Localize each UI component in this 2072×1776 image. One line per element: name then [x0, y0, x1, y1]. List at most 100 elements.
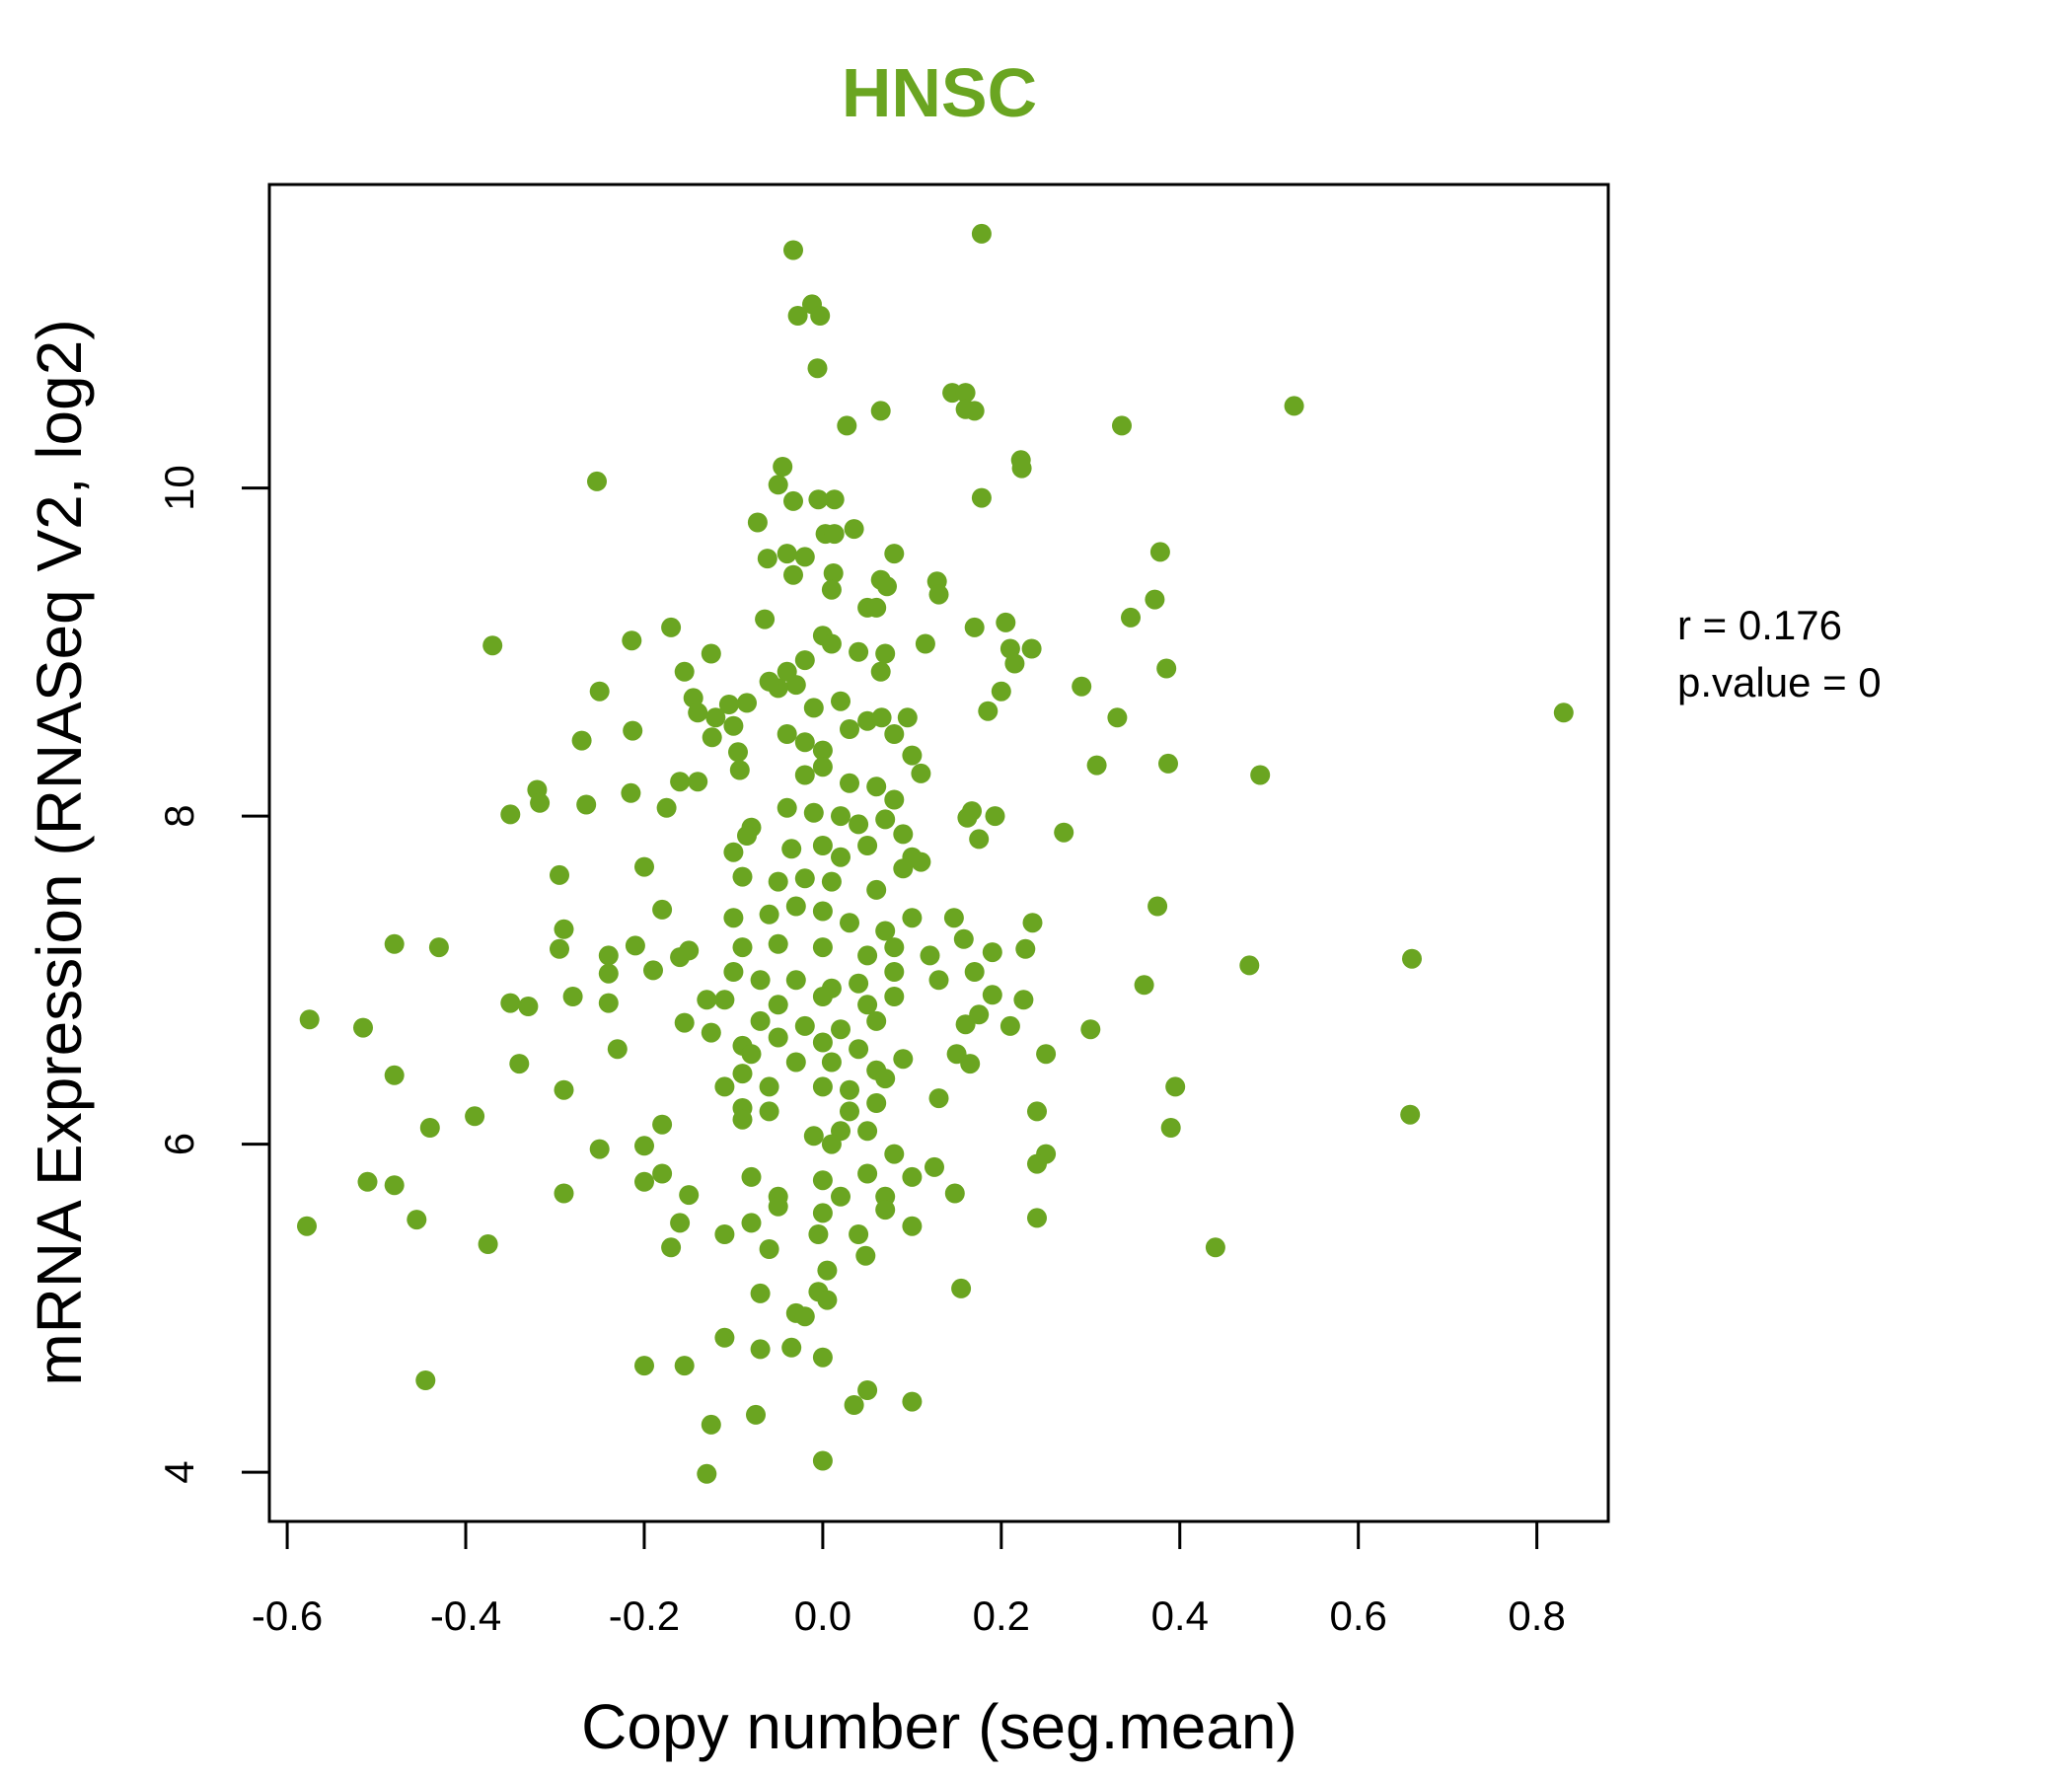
- data-point: [783, 490, 803, 511]
- data-point: [1107, 707, 1128, 728]
- data-point: [741, 1166, 762, 1187]
- data-point: [773, 457, 793, 477]
- data-point: [634, 1171, 654, 1192]
- data-point: [299, 1009, 320, 1030]
- data-point: [1250, 765, 1271, 785]
- data-point: [817, 1290, 838, 1310]
- r-statistic: r = 0.176: [1677, 602, 1842, 648]
- data-point: [732, 1109, 753, 1130]
- data-point: [1086, 755, 1107, 776]
- data-point: [746, 1404, 766, 1425]
- data-point: [962, 801, 982, 822]
- data-point: [500, 804, 521, 825]
- data-points: [297, 223, 1574, 1484]
- data-point: [857, 836, 878, 855]
- data-point: [857, 1163, 878, 1184]
- data-point: [971, 487, 992, 508]
- data-point: [500, 993, 521, 1013]
- data-point: [518, 997, 539, 1016]
- data-point: [714, 990, 735, 1010]
- data-point: [849, 1224, 869, 1244]
- data-point: [821, 1134, 842, 1154]
- data-point: [723, 908, 744, 928]
- data-point: [643, 960, 663, 981]
- data-point: [943, 908, 964, 928]
- data-point: [875, 1200, 896, 1221]
- data-point: [831, 806, 851, 827]
- data-point: [750, 1010, 771, 1031]
- data-point: [670, 772, 691, 792]
- data-point: [785, 896, 806, 917]
- data-point: [821, 633, 842, 654]
- data-point: [857, 1121, 878, 1142]
- data-point: [831, 847, 851, 867]
- data-point: [768, 933, 788, 954]
- data-point: [875, 1069, 896, 1089]
- data-point: [794, 1306, 815, 1327]
- data-point: [777, 724, 797, 744]
- data-point: [1027, 1101, 1047, 1122]
- data-point: [875, 809, 896, 830]
- plot-frame: [267, 183, 1610, 1523]
- data-point: [1022, 913, 1043, 933]
- data-point: [812, 757, 833, 777]
- data-point: [661, 617, 682, 637]
- data-point: [732, 937, 753, 958]
- data-point: [607, 1039, 628, 1060]
- data-point: [884, 937, 905, 958]
- data-point: [783, 564, 803, 585]
- data-point: [634, 1136, 654, 1156]
- data-point: [807, 358, 828, 379]
- data-point: [1121, 607, 1141, 628]
- data-point: [823, 563, 844, 583]
- data-point: [840, 719, 859, 739]
- data-point: [884, 544, 905, 564]
- data-point: [866, 1010, 887, 1031]
- data-point: [812, 1076, 833, 1097]
- data-point: [482, 635, 503, 656]
- data-point: [554, 919, 574, 939]
- data-point: [750, 1339, 771, 1360]
- data-point: [893, 1049, 914, 1070]
- data-point: [1158, 753, 1178, 774]
- data-point: [697, 990, 717, 1010]
- data-point: [794, 547, 815, 567]
- data-point: [978, 701, 999, 721]
- data-point: [884, 1144, 905, 1164]
- x-tick-label: 0.2: [973, 1592, 1030, 1639]
- data-point: [661, 1237, 682, 1258]
- data-point: [1205, 1237, 1225, 1258]
- data-point: [670, 947, 691, 968]
- data-point: [777, 661, 797, 682]
- data-point: [999, 1015, 1020, 1036]
- data-point: [911, 763, 931, 783]
- data-point: [808, 1224, 829, 1244]
- data-point: [353, 1017, 373, 1038]
- data-point: [1080, 1019, 1101, 1040]
- data-point: [1147, 896, 1168, 917]
- data-point: [849, 641, 869, 662]
- data-point: [674, 1356, 695, 1376]
- chart-title: HNSC: [842, 54, 1037, 131]
- data-point: [357, 1171, 378, 1192]
- data-point: [415, 1370, 436, 1390]
- data-point: [554, 1079, 574, 1100]
- data-point: [824, 524, 845, 545]
- data-point: [925, 1156, 944, 1177]
- data-point: [964, 401, 985, 421]
- y-tick-label: 4: [156, 1460, 202, 1483]
- data-point: [871, 707, 892, 728]
- data-point: [821, 579, 842, 600]
- data-point: [768, 475, 788, 495]
- data-point: [824, 489, 845, 510]
- data-point: [701, 1414, 721, 1435]
- data-point: [955, 383, 976, 404]
- data-point: [831, 1186, 851, 1207]
- data-point: [478, 1234, 498, 1254]
- data-point: [794, 650, 815, 671]
- x-tick-label: 0.0: [794, 1592, 851, 1639]
- data-point: [465, 1106, 485, 1127]
- data-point: [714, 1224, 735, 1244]
- data-point: [785, 1052, 806, 1073]
